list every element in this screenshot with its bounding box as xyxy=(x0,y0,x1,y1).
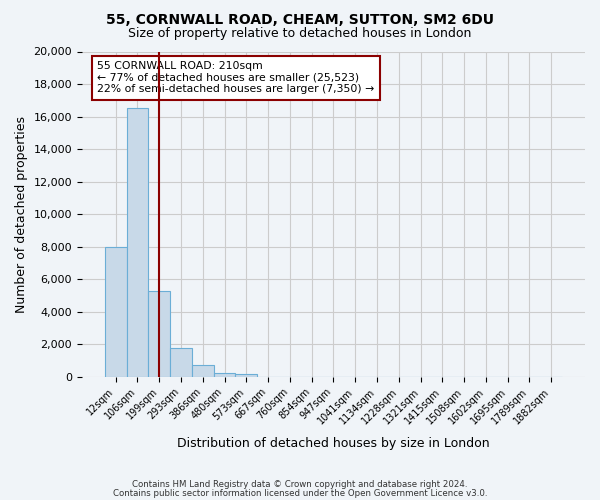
Text: 55, CORNWALL ROAD, CHEAM, SUTTON, SM2 6DU: 55, CORNWALL ROAD, CHEAM, SUTTON, SM2 6D… xyxy=(106,12,494,26)
Bar xyxy=(235,374,257,377)
Y-axis label: Number of detached properties: Number of detached properties xyxy=(15,116,28,312)
Bar xyxy=(105,247,127,377)
Bar xyxy=(170,348,192,377)
X-axis label: Distribution of detached houses by size in London: Distribution of detached houses by size … xyxy=(177,437,490,450)
Text: 55 CORNWALL ROAD: 210sqm
← 77% of detached houses are smaller (25,523)
22% of se: 55 CORNWALL ROAD: 210sqm ← 77% of detach… xyxy=(97,62,374,94)
Text: Size of property relative to detached houses in London: Size of property relative to detached ho… xyxy=(128,28,472,40)
Text: Contains public sector information licensed under the Open Government Licence v3: Contains public sector information licen… xyxy=(113,489,487,498)
Text: Contains HM Land Registry data © Crown copyright and database right 2024.: Contains HM Land Registry data © Crown c… xyxy=(132,480,468,489)
Bar xyxy=(192,364,214,377)
Bar xyxy=(214,373,235,377)
Bar xyxy=(148,290,170,377)
Bar xyxy=(127,108,148,377)
